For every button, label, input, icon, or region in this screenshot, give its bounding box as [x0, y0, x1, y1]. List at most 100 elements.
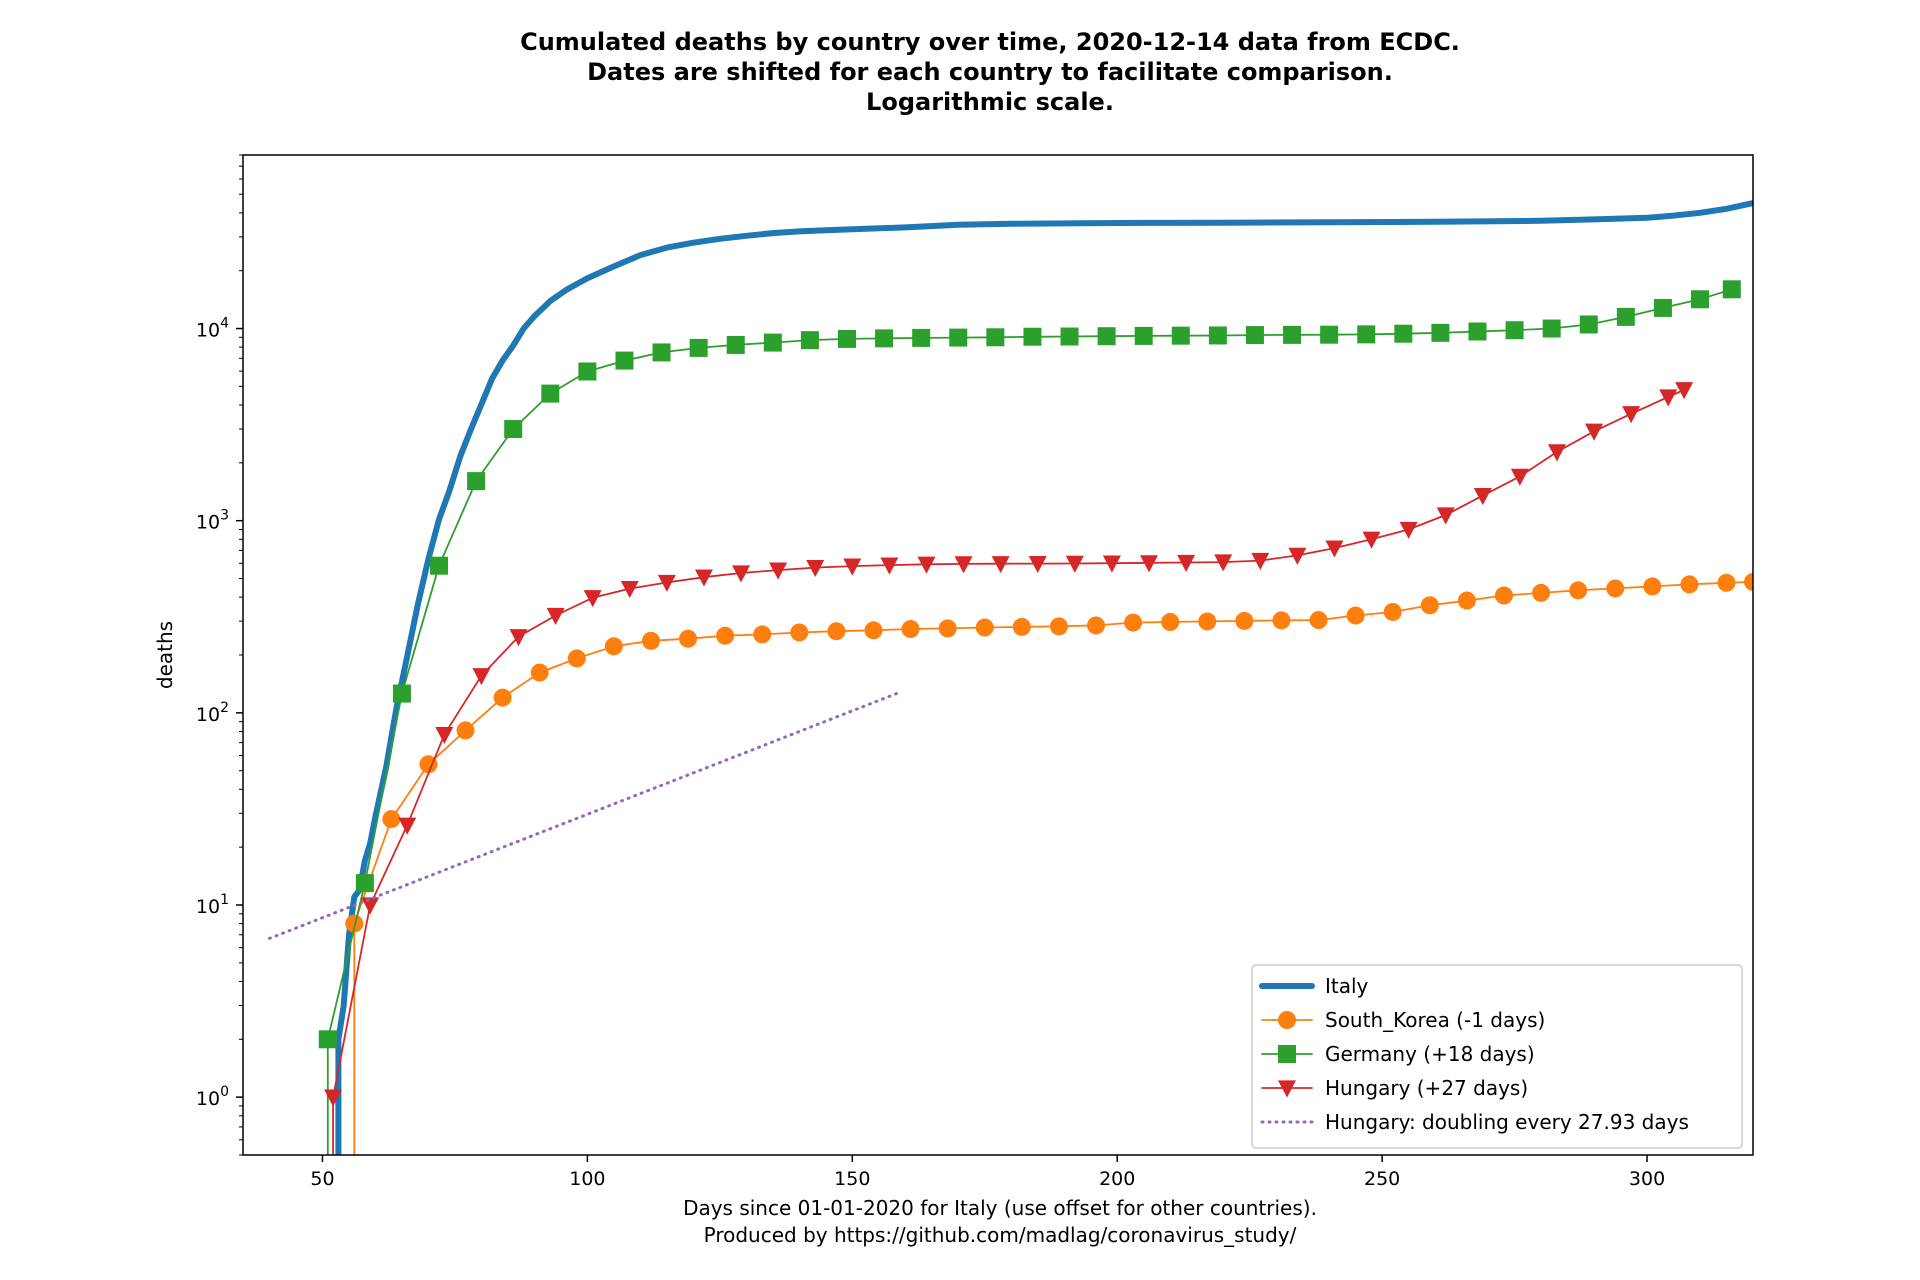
y-tick-label-3: 103 — [196, 508, 229, 534]
series-2-point-20 — [1060, 327, 1079, 346]
series-2 — [318, 280, 1741, 1155]
series-3-point-37 — [1675, 382, 1694, 400]
series-1-point-24 — [1235, 611, 1254, 630]
series-3-point-16 — [917, 556, 936, 574]
series-1-point-28 — [1383, 602, 1402, 621]
series-1-point-26 — [1309, 611, 1328, 630]
y-tick-label-4: 104 — [196, 316, 229, 342]
series-2-point-16 — [912, 328, 931, 347]
series-2-point-25 — [1245, 326, 1264, 345]
series-2-point-18 — [986, 328, 1005, 347]
series-3-point-36 — [1659, 389, 1678, 407]
series-1-point-34 — [1606, 579, 1625, 598]
series-2-point-15 — [875, 329, 894, 348]
series-3-point-5 — [509, 629, 528, 647]
series-1-point-0 — [345, 914, 364, 933]
series-3-point-7 — [583, 590, 602, 608]
legend-label-2: Germany (+18 days) — [1325, 1042, 1535, 1066]
series-3-point-26 — [1288, 547, 1307, 565]
series-1-point-30 — [1457, 591, 1476, 610]
series-3-point-1 — [361, 897, 380, 915]
series-1-point-17 — [975, 618, 994, 637]
series-3-point-24 — [1214, 554, 1233, 572]
series-1-point-31 — [1494, 586, 1513, 605]
series-3-point-30 — [1436, 507, 1455, 525]
legend-box — [1251, 964, 1743, 1149]
series-2-point-6 — [541, 384, 560, 403]
series-2-point-10 — [689, 338, 708, 357]
x-axis-label-line-1: Days since 01-01-2020 for Italy (use off… — [683, 1196, 1317, 1220]
legend-label-4: Hungary: doubling every 27.93 days — [1325, 1110, 1689, 1134]
series-2-point-38 — [1722, 280, 1741, 299]
series-1-point-25 — [1272, 611, 1291, 630]
series-3-point-11 — [732, 565, 751, 583]
series-1-point-19 — [1049, 617, 1068, 636]
series-2-point-2 — [392, 684, 411, 703]
series-line-0 — [335, 200, 1753, 1155]
x-tick-label-2: 150 — [834, 1168, 870, 1190]
series-3-point-29 — [1399, 521, 1418, 539]
series-1-point-4 — [493, 688, 512, 707]
series-3-point-19 — [1028, 555, 1047, 574]
series-2-point-8 — [615, 351, 634, 370]
chart-title-line-3: Logarithmic scale. — [866, 88, 1114, 116]
series-2-point-0 — [318, 1030, 337, 1049]
series-3-point-17 — [954, 556, 973, 574]
series-1-point-9 — [679, 629, 698, 648]
legend-entry-4: Hungary: doubling every 27.93 days — [1260, 1110, 1689, 1134]
series-3-point-10 — [694, 569, 713, 587]
legend-entry-2: Germany (+18 days) — [1261, 1042, 1535, 1066]
series-3-point-8 — [620, 580, 639, 599]
legend: Italy South_Korea (-1 days) Germany (+18 d… — [1251, 964, 1743, 1149]
series-2-point-17 — [949, 328, 968, 347]
series-1-point-37 — [1717, 573, 1736, 592]
series-2-point-28 — [1357, 325, 1376, 344]
x-tick-label-0: 50 — [310, 1168, 334, 1190]
series-2-point-30 — [1431, 323, 1450, 342]
series-2-point-36 — [1653, 298, 1672, 317]
series-3-point-4 — [472, 668, 491, 686]
series-2-point-37 — [1691, 290, 1710, 309]
x-tick-label-5: 300 — [1629, 1168, 1665, 1190]
series-4 — [268, 690, 902, 940]
legend-marker-3 — [1278, 1080, 1296, 1098]
series-2-point-9 — [652, 343, 671, 362]
series-1-point-21 — [1124, 613, 1143, 632]
series-3-point-9 — [657, 574, 676, 592]
legend-marker-2 — [1278, 1045, 1296, 1063]
series-3-point-2 — [398, 817, 417, 835]
series-3-point-18 — [991, 556, 1010, 574]
series-2-point-27 — [1320, 325, 1339, 344]
y-tick-label-0: 100 — [196, 1084, 229, 1110]
series-2-point-7 — [578, 362, 597, 381]
series-2-point-31 — [1468, 322, 1487, 341]
series-2-point-23 — [1171, 326, 1190, 345]
series-1-point-35 — [1643, 577, 1662, 596]
series-1-point-3 — [456, 721, 475, 740]
series-2-point-5 — [504, 420, 523, 439]
y-tick-label-1: 101 — [196, 892, 229, 918]
series-2-point-12 — [763, 333, 782, 352]
series-1-point-5 — [530, 663, 549, 682]
series-1-point-13 — [827, 622, 846, 641]
legend-entry-0: Italy — [1259, 974, 1369, 998]
series-2-point-26 — [1283, 325, 1302, 344]
chart-title-line-1: Cumulated deaths by country over time, 2… — [520, 28, 1460, 56]
series-3-point-35 — [1622, 406, 1641, 424]
x-axis-label-line-2: Produced by https://github.com/madlag/co… — [704, 1223, 1297, 1247]
series-1-point-1 — [382, 810, 401, 829]
series-1-point-23 — [1198, 612, 1217, 631]
x-tick-label-4: 250 — [1364, 1168, 1400, 1190]
series-3-point-25 — [1251, 552, 1270, 571]
series-1-point-29 — [1420, 596, 1439, 615]
series-2-point-33 — [1542, 319, 1561, 338]
x-tick-label-1: 100 — [569, 1168, 605, 1190]
series-2-point-24 — [1208, 326, 1227, 345]
x-axis-label: Days since 01-01-2020 for Italy (use off… — [683, 1196, 1317, 1247]
series-2-point-13 — [800, 331, 819, 350]
chart-title-line-2: Dates are shifted for each country to fa… — [587, 58, 1393, 86]
legend-entry-3: Hungary (+27 days) — [1261, 1076, 1528, 1100]
series-3-point-22 — [1140, 555, 1158, 573]
series-line-1 — [353, 581, 1753, 1155]
